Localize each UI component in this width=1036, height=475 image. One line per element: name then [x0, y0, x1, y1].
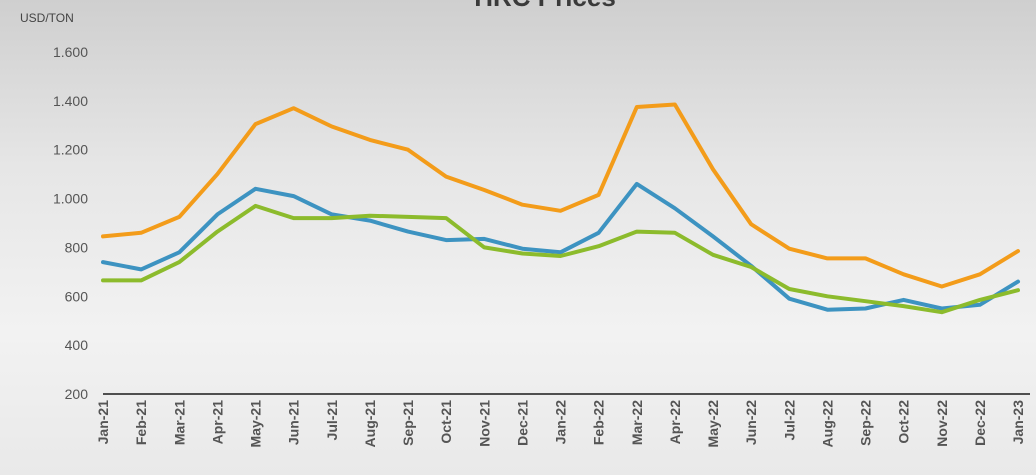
x-tick-label: Jan-22: [553, 400, 569, 445]
series-line-2: [101, 181, 1020, 312]
y-tick-label: 200: [65, 386, 89, 402]
y-tick-label: 600: [65, 288, 89, 304]
x-tick-label: May-22: [705, 400, 721, 448]
x-tick-label: Oct-22: [896, 400, 912, 444]
x-tick-label: Jun-21: [286, 400, 302, 445]
y-tick-label: 800: [65, 239, 89, 255]
y-tick-label: 1.000: [53, 191, 88, 207]
y-tick-label: 400: [65, 337, 89, 353]
x-tick-label: Oct-21: [438, 400, 454, 444]
x-tick-label: Dec-22: [972, 400, 988, 446]
x-tick-label: Mar-22: [629, 400, 645, 445]
x-tick-label: Jun-22: [743, 400, 759, 445]
x-axis-ticks: Jan-21 Feb-21 Mar-21 Apr-21 May-21 Jun-21 Jul-…: [95, 400, 1026, 448]
series-line-3: [101, 203, 1020, 315]
y-tick-label: 1.400: [53, 93, 88, 109]
x-tick-label: Apr-22: [667, 400, 683, 445]
x-tick-label: Sep-22: [858, 400, 874, 446]
x-tick-label: Feb-21: [133, 400, 149, 445]
y-axis-unit-label: USD/TON: [20, 11, 74, 25]
x-tick-label: Aug-22: [819, 400, 835, 448]
x-tick-label: Feb-22: [591, 400, 607, 445]
x-tick-label: Apr-21: [209, 400, 225, 445]
chart-title: HRC Prices: [474, 0, 616, 12]
y-tick-label: 1.200: [53, 142, 88, 158]
x-tick-label: Nov-21: [476, 400, 492, 447]
series-lines: [101, 102, 1020, 315]
x-tick-label: Jul-22: [781, 400, 797, 441]
x-tick-label: Nov-22: [934, 400, 950, 447]
y-tick-label: 1.600: [53, 44, 88, 60]
x-tick-label: Dec-21: [514, 400, 530, 446]
x-tick-label: Jan-23: [1010, 400, 1026, 445]
y-axis-ticks: 200 400 600 800 1.000 1.200 1.400 1.600: [53, 44, 88, 402]
x-tick-label: May-21: [248, 400, 264, 448]
x-tick-label: Jul-21: [324, 400, 340, 441]
x-tick-label: Aug-21: [362, 400, 378, 448]
series-line-1: [101, 102, 1020, 289]
x-tick-label: Sep-21: [400, 400, 416, 446]
x-tick-label: Jan-21: [95, 400, 111, 445]
x-tick-label: Mar-21: [171, 400, 187, 445]
